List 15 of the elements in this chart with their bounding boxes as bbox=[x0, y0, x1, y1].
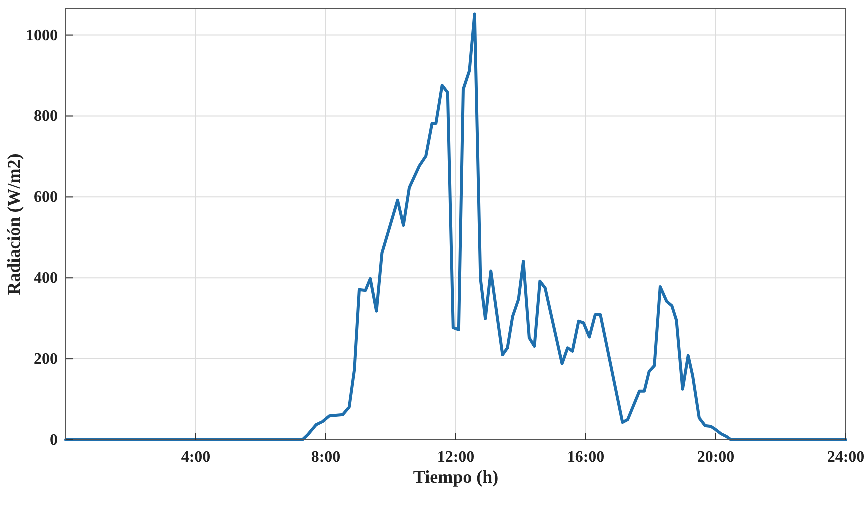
y-tick-label: 400 bbox=[34, 270, 58, 288]
y-tick-label: 1000 bbox=[26, 27, 58, 44]
x-tick-label: 20:00 bbox=[697, 449, 735, 466]
x-tick-label: 24:00 bbox=[827, 449, 865, 466]
x-tick-label: 8:00 bbox=[311, 449, 341, 466]
line-series bbox=[64, 12, 848, 442]
x-tick-label: 12:00 bbox=[437, 449, 475, 466]
y-tick-label: 600 bbox=[34, 189, 58, 206]
y-axis-title: Radiación (W/m2) bbox=[4, 154, 24, 296]
y-tick-label: 0 bbox=[50, 432, 58, 449]
y-tick-label: 800 bbox=[34, 108, 58, 126]
x-tick-label: 16:00 bbox=[567, 449, 605, 466]
x-axis-title: Tiempo (h) bbox=[413, 467, 499, 487]
x-tick-label: 4:00 bbox=[181, 449, 211, 466]
y-tick-label: 200 bbox=[34, 351, 58, 368]
